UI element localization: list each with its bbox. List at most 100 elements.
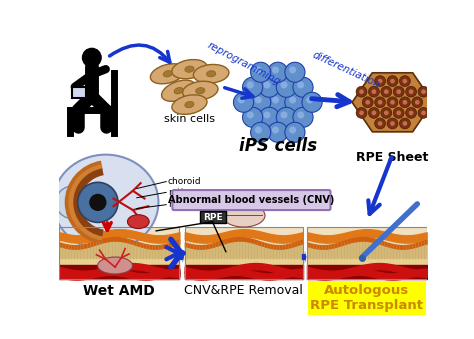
Circle shape: [285, 92, 305, 112]
Text: differentiation: differentiation: [310, 50, 382, 90]
Circle shape: [415, 100, 419, 105]
Circle shape: [356, 107, 367, 118]
Polygon shape: [180, 251, 184, 263]
Circle shape: [281, 112, 288, 119]
Polygon shape: [352, 73, 433, 132]
Circle shape: [421, 111, 426, 115]
Polygon shape: [302, 251, 307, 263]
Circle shape: [372, 111, 376, 115]
Circle shape: [255, 126, 262, 134]
Circle shape: [247, 81, 254, 88]
Circle shape: [359, 111, 364, 115]
FancyBboxPatch shape: [173, 190, 330, 210]
Circle shape: [390, 100, 395, 105]
Text: reprogramming: reprogramming: [205, 40, 282, 87]
Circle shape: [387, 118, 398, 129]
Circle shape: [268, 62, 288, 82]
Text: choroid: choroid: [168, 177, 201, 186]
Circle shape: [393, 107, 404, 118]
Ellipse shape: [174, 87, 183, 94]
Circle shape: [396, 89, 401, 94]
Polygon shape: [59, 227, 179, 279]
Ellipse shape: [162, 80, 196, 101]
Circle shape: [272, 66, 279, 74]
Text: RPE Sheet: RPE Sheet: [356, 151, 428, 164]
Text: iPS cells: iPS cells: [239, 137, 317, 155]
Circle shape: [264, 112, 271, 119]
Circle shape: [276, 77, 296, 97]
Circle shape: [289, 66, 296, 74]
Circle shape: [293, 107, 313, 127]
Ellipse shape: [222, 204, 265, 227]
Circle shape: [359, 89, 364, 94]
Circle shape: [237, 97, 245, 103]
Circle shape: [365, 100, 370, 105]
Ellipse shape: [55, 186, 92, 219]
Ellipse shape: [196, 87, 205, 94]
Text: RPE: RPE: [203, 213, 222, 221]
Circle shape: [381, 86, 392, 97]
Polygon shape: [185, 227, 302, 279]
Text: retina: retina: [168, 188, 194, 197]
Ellipse shape: [98, 257, 133, 274]
Circle shape: [272, 126, 279, 134]
Circle shape: [409, 89, 413, 94]
Circle shape: [255, 66, 262, 74]
Circle shape: [390, 79, 395, 83]
Circle shape: [251, 122, 271, 142]
Circle shape: [418, 107, 429, 118]
Circle shape: [293, 77, 313, 97]
Text: skin cells: skin cells: [164, 114, 215, 124]
Circle shape: [372, 89, 376, 94]
Circle shape: [393, 86, 404, 97]
Circle shape: [289, 126, 296, 134]
Ellipse shape: [172, 95, 207, 114]
Circle shape: [356, 86, 367, 97]
Circle shape: [289, 97, 296, 103]
Text: macula: macula: [168, 200, 201, 209]
FancyBboxPatch shape: [72, 87, 86, 98]
Text: Wet AMD: Wet AMD: [83, 284, 155, 298]
Circle shape: [390, 121, 395, 126]
Ellipse shape: [185, 66, 194, 72]
Circle shape: [268, 92, 288, 112]
Circle shape: [387, 97, 398, 108]
Circle shape: [421, 89, 426, 94]
Circle shape: [409, 111, 413, 115]
Circle shape: [400, 118, 410, 129]
Circle shape: [281, 81, 288, 88]
Circle shape: [264, 81, 271, 88]
Circle shape: [378, 79, 383, 83]
Circle shape: [368, 86, 379, 97]
Circle shape: [381, 107, 392, 118]
Circle shape: [406, 107, 417, 118]
Circle shape: [402, 100, 407, 105]
Circle shape: [272, 97, 279, 103]
Circle shape: [285, 62, 305, 82]
Circle shape: [251, 62, 271, 82]
Circle shape: [297, 81, 304, 88]
Ellipse shape: [150, 64, 185, 84]
Circle shape: [400, 76, 410, 86]
Circle shape: [384, 111, 389, 115]
Circle shape: [306, 97, 313, 103]
Ellipse shape: [128, 215, 149, 228]
Text: CNV&RPE Removal: CNV&RPE Removal: [184, 284, 303, 297]
Circle shape: [378, 100, 383, 105]
Circle shape: [82, 48, 101, 67]
Ellipse shape: [53, 155, 158, 250]
Circle shape: [259, 77, 279, 97]
Circle shape: [78, 182, 118, 222]
Circle shape: [276, 107, 296, 127]
Circle shape: [251, 92, 271, 112]
Circle shape: [247, 112, 254, 119]
Circle shape: [302, 92, 322, 112]
Circle shape: [285, 122, 305, 142]
Polygon shape: [307, 227, 427, 279]
Circle shape: [362, 97, 373, 108]
Ellipse shape: [207, 71, 216, 77]
Circle shape: [387, 76, 398, 86]
Circle shape: [297, 112, 304, 119]
Circle shape: [412, 97, 423, 108]
Circle shape: [402, 79, 407, 83]
